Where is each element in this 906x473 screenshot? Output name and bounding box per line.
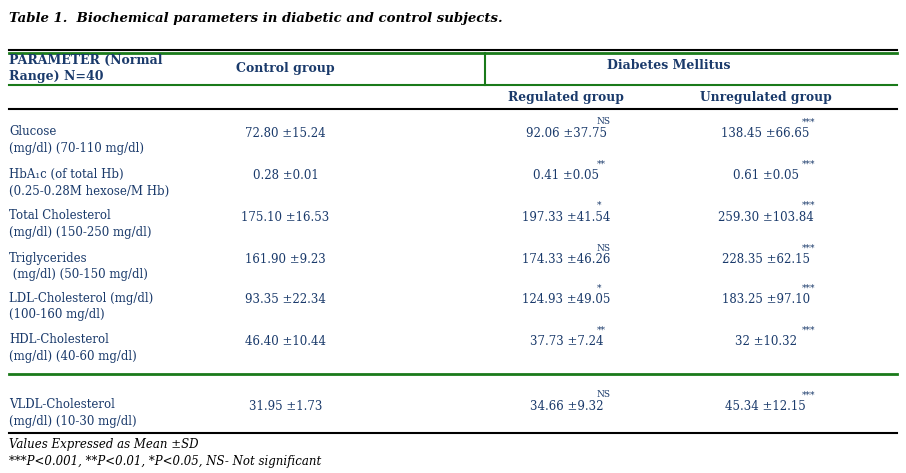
Text: 0.61 ±0.05: 0.61 ±0.05: [733, 169, 798, 183]
Text: ***: ***: [802, 160, 815, 169]
Text: (mg/dl) (70-110 mg/dl): (mg/dl) (70-110 mg/dl): [9, 142, 144, 155]
Text: (mg/dl) (10-30 mg/dl): (mg/dl) (10-30 mg/dl): [9, 415, 137, 428]
Text: (mg/dl) (150-250 mg/dl): (mg/dl) (150-250 mg/dl): [9, 226, 151, 238]
Text: *: *: [597, 284, 602, 293]
Text: Triglycerides: Triglycerides: [9, 252, 88, 264]
Text: 0.28 ±0.01: 0.28 ±0.01: [253, 169, 318, 183]
Text: NS: NS: [597, 117, 611, 126]
Text: ***: ***: [802, 117, 815, 126]
Text: 228.35 ±62.15: 228.35 ±62.15: [721, 253, 810, 266]
Text: **: **: [597, 160, 606, 169]
Text: 32 ±10.32: 32 ±10.32: [735, 335, 796, 348]
Text: 45.34 ±12.15: 45.34 ±12.15: [725, 400, 806, 413]
Text: Regulated group: Regulated group: [508, 91, 624, 105]
Text: Diabetes Mellitus: Diabetes Mellitus: [607, 59, 730, 72]
Text: Unregulated group: Unregulated group: [699, 91, 832, 105]
Text: 161.90 ±9.23: 161.90 ±9.23: [245, 253, 326, 266]
Text: Values Expressed as Mean ±SD: Values Expressed as Mean ±SD: [9, 438, 198, 450]
Text: (0.25-0.28M hexose/M Hb): (0.25-0.28M hexose/M Hb): [9, 184, 169, 197]
Text: 92.06 ±37.75: 92.06 ±37.75: [525, 127, 607, 140]
Text: 46.40 ±10.44: 46.40 ±10.44: [245, 335, 326, 348]
Text: Total Cholesterol: Total Cholesterol: [9, 209, 111, 222]
Text: ***: ***: [802, 201, 815, 210]
Text: ***: ***: [802, 284, 815, 293]
Text: VLDL-Cholesterol: VLDL-Cholesterol: [9, 398, 115, 411]
Text: ***: ***: [802, 244, 815, 253]
Text: *: *: [597, 201, 602, 210]
Text: (100-160 mg/dl): (100-160 mg/dl): [9, 308, 105, 321]
Text: Glucose: Glucose: [9, 125, 56, 138]
Text: Control group: Control group: [236, 62, 334, 75]
Text: 259.30 ±103.84: 259.30 ±103.84: [718, 210, 814, 224]
Text: NS: NS: [597, 390, 611, 399]
Text: **: **: [597, 325, 606, 334]
Text: 37.73 ±7.24: 37.73 ±7.24: [529, 335, 603, 348]
Text: 138.45 ±66.65: 138.45 ±66.65: [721, 127, 810, 140]
Text: ***: ***: [802, 325, 815, 334]
Text: PARAMETER (Normal
Range) N=40: PARAMETER (Normal Range) N=40: [9, 54, 162, 83]
Text: LDL-Cholesterol (mg/dl): LDL-Cholesterol (mg/dl): [9, 292, 153, 305]
Text: 93.35 ±22.34: 93.35 ±22.34: [245, 293, 326, 307]
Text: HbA₁c (of total Hb): HbA₁c (of total Hb): [9, 168, 124, 181]
Text: 31.95 ±1.73: 31.95 ±1.73: [249, 400, 322, 413]
Text: 197.33 ±41.54: 197.33 ±41.54: [522, 210, 611, 224]
Text: NS: NS: [597, 244, 611, 253]
Text: 0.41 ±0.05: 0.41 ±0.05: [534, 169, 599, 183]
Text: 175.10 ±16.53: 175.10 ±16.53: [241, 210, 330, 224]
Text: 72.80 ±15.24: 72.80 ±15.24: [246, 127, 325, 140]
Text: (mg/dl) (50-150 mg/dl): (mg/dl) (50-150 mg/dl): [9, 268, 148, 281]
Text: 174.33 ±46.26: 174.33 ±46.26: [522, 253, 611, 266]
Text: Table 1.  Biochemical parameters in diabetic and control subjects.: Table 1. Biochemical parameters in diabe…: [9, 12, 503, 25]
Text: 124.93 ±49.05: 124.93 ±49.05: [522, 293, 611, 307]
Text: ***: ***: [802, 390, 815, 399]
Text: (mg/dl) (40-60 mg/dl): (mg/dl) (40-60 mg/dl): [9, 350, 137, 363]
Text: HDL-Cholesterol: HDL-Cholesterol: [9, 333, 109, 346]
Text: 34.66 ±9.32: 34.66 ±9.32: [529, 400, 603, 413]
Text: ***P<0.001, **P<0.01, *P<0.05, NS- Not significant: ***P<0.001, **P<0.01, *P<0.05, NS- Not s…: [9, 455, 322, 468]
Text: 183.25 ±97.10: 183.25 ±97.10: [721, 293, 810, 307]
